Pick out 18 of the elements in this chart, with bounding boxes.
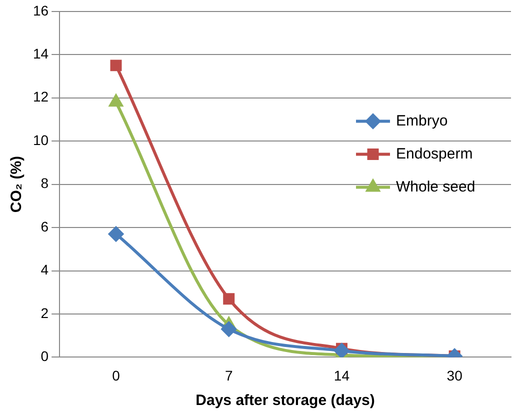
legend-label: Endosperm (396, 145, 473, 162)
y-tick-label: 8 (40, 175, 49, 192)
y-tick-label: 0 (40, 348, 49, 364)
y-tick-label: 14 (32, 45, 49, 62)
x-tick-label: 7 (224, 367, 233, 384)
x-tick-label: 14 (334, 367, 350, 384)
x-tick-label: 30 (446, 367, 463, 384)
legend-label: Embryo (396, 112, 448, 130)
y-tick-label: 10 (32, 132, 49, 148)
y-tick-label: 12 (32, 88, 49, 105)
y-tick-label: 4 (40, 262, 49, 278)
x-tick-label: 0 (112, 367, 120, 384)
y-axis-title: CO₂ (%) (8, 156, 26, 213)
x-axis-title: Days after storage (days) (196, 392, 375, 410)
y-tick-label: 16 (32, 2, 49, 18)
y-tick-label: 6 (40, 218, 49, 234)
y-tick-label: 2 (40, 304, 49, 321)
legend-label: Whole seed (396, 178, 476, 196)
